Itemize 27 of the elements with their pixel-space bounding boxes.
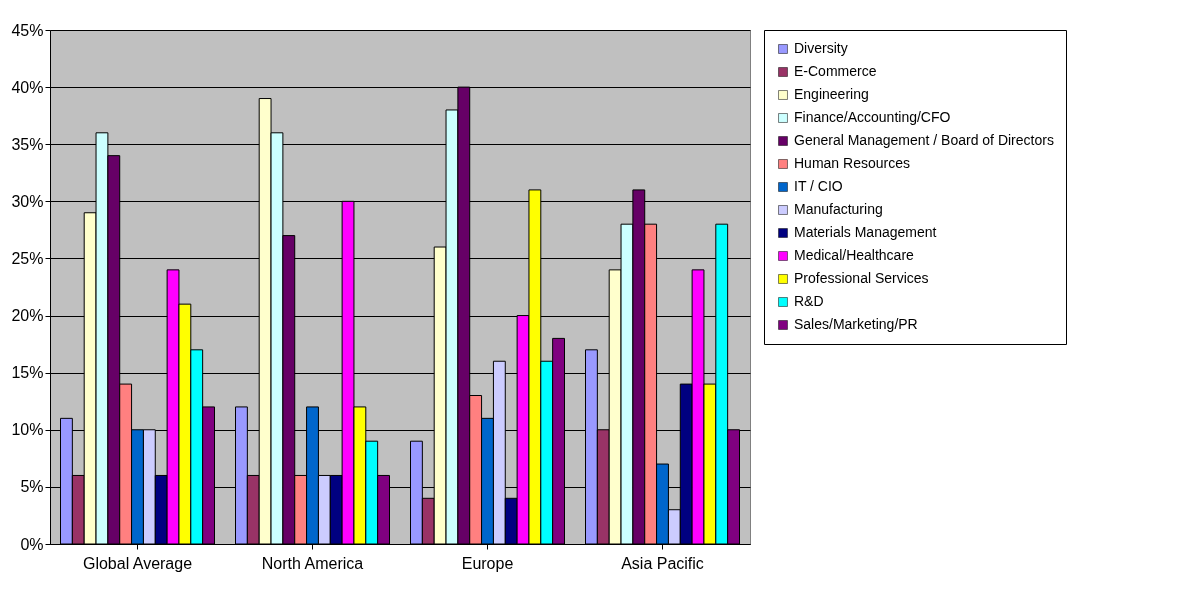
y-tick-label: 25% [11, 249, 44, 267]
legend-label: Medical/Healthcare [794, 247, 915, 263]
legend-label: Manufacturing [794, 201, 883, 217]
x-tick-label: Europe [461, 554, 514, 572]
legend-label: Diversity [794, 40, 848, 56]
legend-label: Human Resources [794, 155, 910, 171]
y-tick-label: 10% [11, 421, 44, 439]
legend-label: Engineering [794, 86, 869, 102]
legend-label: Finance/Accounting/CFO [794, 109, 951, 125]
y-tick-label: 0% [20, 535, 44, 553]
legend-label: IT / CIO [794, 178, 843, 194]
y-tick-label: 45% [11, 21, 44, 39]
legend-label: R&D [794, 293, 824, 309]
x-tick-label: North America [261, 554, 364, 572]
y-tick-label: 15% [11, 364, 44, 382]
legend-label: Materials Management [794, 224, 937, 240]
legend-label: General Management / Board of Directors [794, 132, 1054, 148]
y-tick-label: 30% [11, 192, 44, 210]
legend-label: Sales/Marketing/PR [794, 316, 918, 332]
y-tick-label: 40% [11, 78, 44, 96]
y-tick-label: 5% [20, 478, 44, 496]
x-tick-label: Asia Pacific [621, 554, 704, 572]
y-tick-label: 35% [11, 135, 44, 153]
x-tick-label: Global Average [82, 554, 193, 572]
legend-label: Professional Services [794, 270, 929, 286]
legend-label: E-Commerce [794, 63, 877, 79]
y-tick-label: 20% [11, 307, 44, 325]
